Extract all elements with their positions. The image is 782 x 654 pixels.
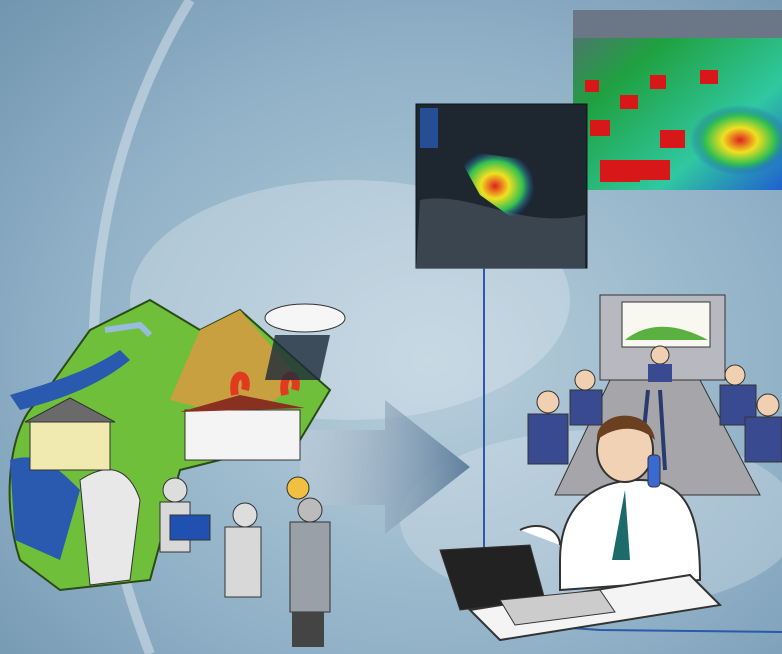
- flood: [10, 457, 80, 560]
- worker-head: [232, 502, 258, 528]
- meeting-room: [527, 294, 782, 496]
- building: [590, 120, 610, 136]
- person-head: [756, 393, 780, 417]
- disaster-scene: [8, 298, 346, 592]
- horizon: [573, 10, 782, 38]
- road: [79, 469, 141, 586]
- firefighter-head: [286, 476, 310, 500]
- satellite-image: [415, 103, 588, 269]
- water: [420, 108, 438, 148]
- river: [10, 350, 130, 410]
- building: [700, 70, 718, 84]
- operator-shirt: [559, 478, 702, 592]
- landslide: [170, 310, 300, 420]
- building: [620, 95, 638, 109]
- building: [600, 160, 640, 182]
- building: [184, 409, 301, 461]
- person-head: [724, 364, 746, 386]
- person-body: [527, 413, 569, 465]
- heat-overlay: [455, 150, 535, 222]
- laptop-keyboard: [499, 589, 616, 626]
- firefighter-boots: [292, 612, 324, 647]
- building-roof: [180, 395, 305, 412]
- rescued-person: [169, 514, 211, 541]
- buildings: [585, 70, 718, 182]
- house-roof: [24, 397, 116, 423]
- flow-arrow: [300, 400, 470, 534]
- operator: [439, 415, 723, 642]
- firefighter-body: [289, 521, 331, 613]
- heat-spot: [690, 105, 782, 175]
- worker-head: [162, 477, 188, 503]
- operator-hair: [596, 415, 655, 440]
- person-head: [536, 390, 560, 414]
- worker-body: [224, 526, 262, 598]
- person-head: [650, 345, 670, 365]
- rain-cloud: [264, 303, 346, 333]
- person-body: [648, 364, 672, 382]
- display-screen: [621, 301, 711, 348]
- city-simulation-image: [573, 10, 782, 190]
- person-body: [569, 389, 603, 426]
- terrain: [416, 198, 585, 268]
- building: [585, 80, 599, 92]
- operator-tie: [612, 490, 630, 560]
- phone: [647, 454, 661, 488]
- rain: [265, 335, 330, 380]
- building: [640, 160, 670, 180]
- dam: [104, 321, 153, 338]
- screen-map: [625, 326, 708, 340]
- operator-hand: [519, 525, 561, 546]
- building: [660, 130, 685, 148]
- person-head: [574, 369, 596, 391]
- house: [29, 419, 111, 471]
- firefighter-helmet: [297, 497, 323, 523]
- rescue-workers: [159, 476, 331, 647]
- person-body: [744, 416, 782, 463]
- building: [650, 75, 666, 89]
